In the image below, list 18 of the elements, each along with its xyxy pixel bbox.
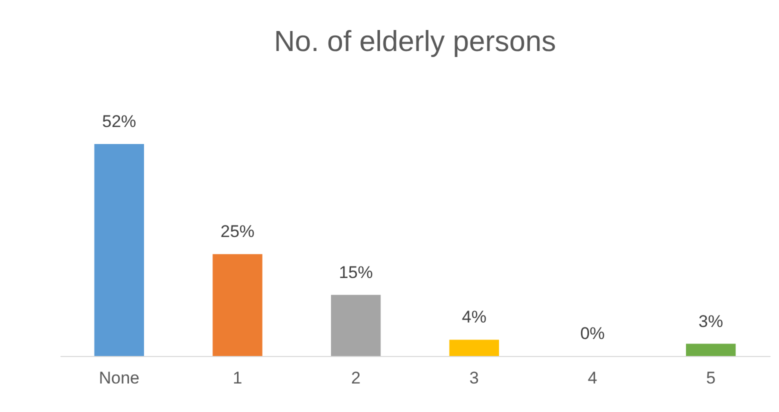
data-label: 0% [580, 324, 605, 343]
x-tick-label: None [98, 368, 140, 388]
x-tick-label: 1 [232, 368, 242, 388]
data-label: 15% [338, 262, 373, 282]
data-label: 4% [462, 308, 486, 327]
chart-title: No. of elderly persons [274, 26, 556, 58]
bar [686, 344, 736, 356]
bar [212, 254, 262, 356]
data-label: 52% [102, 112, 136, 131]
bar [449, 340, 500, 356]
x-tick-label: 3 [469, 368, 479, 388]
data-label: 25% [220, 222, 255, 242]
bar [94, 144, 144, 356]
bar [330, 294, 381, 356]
x-tick-label: 5 [706, 368, 716, 388]
x-tick-label: 4 [588, 368, 598, 388]
data-label: 3% [698, 312, 724, 331]
x-tick-label: 2 [351, 368, 361, 388]
